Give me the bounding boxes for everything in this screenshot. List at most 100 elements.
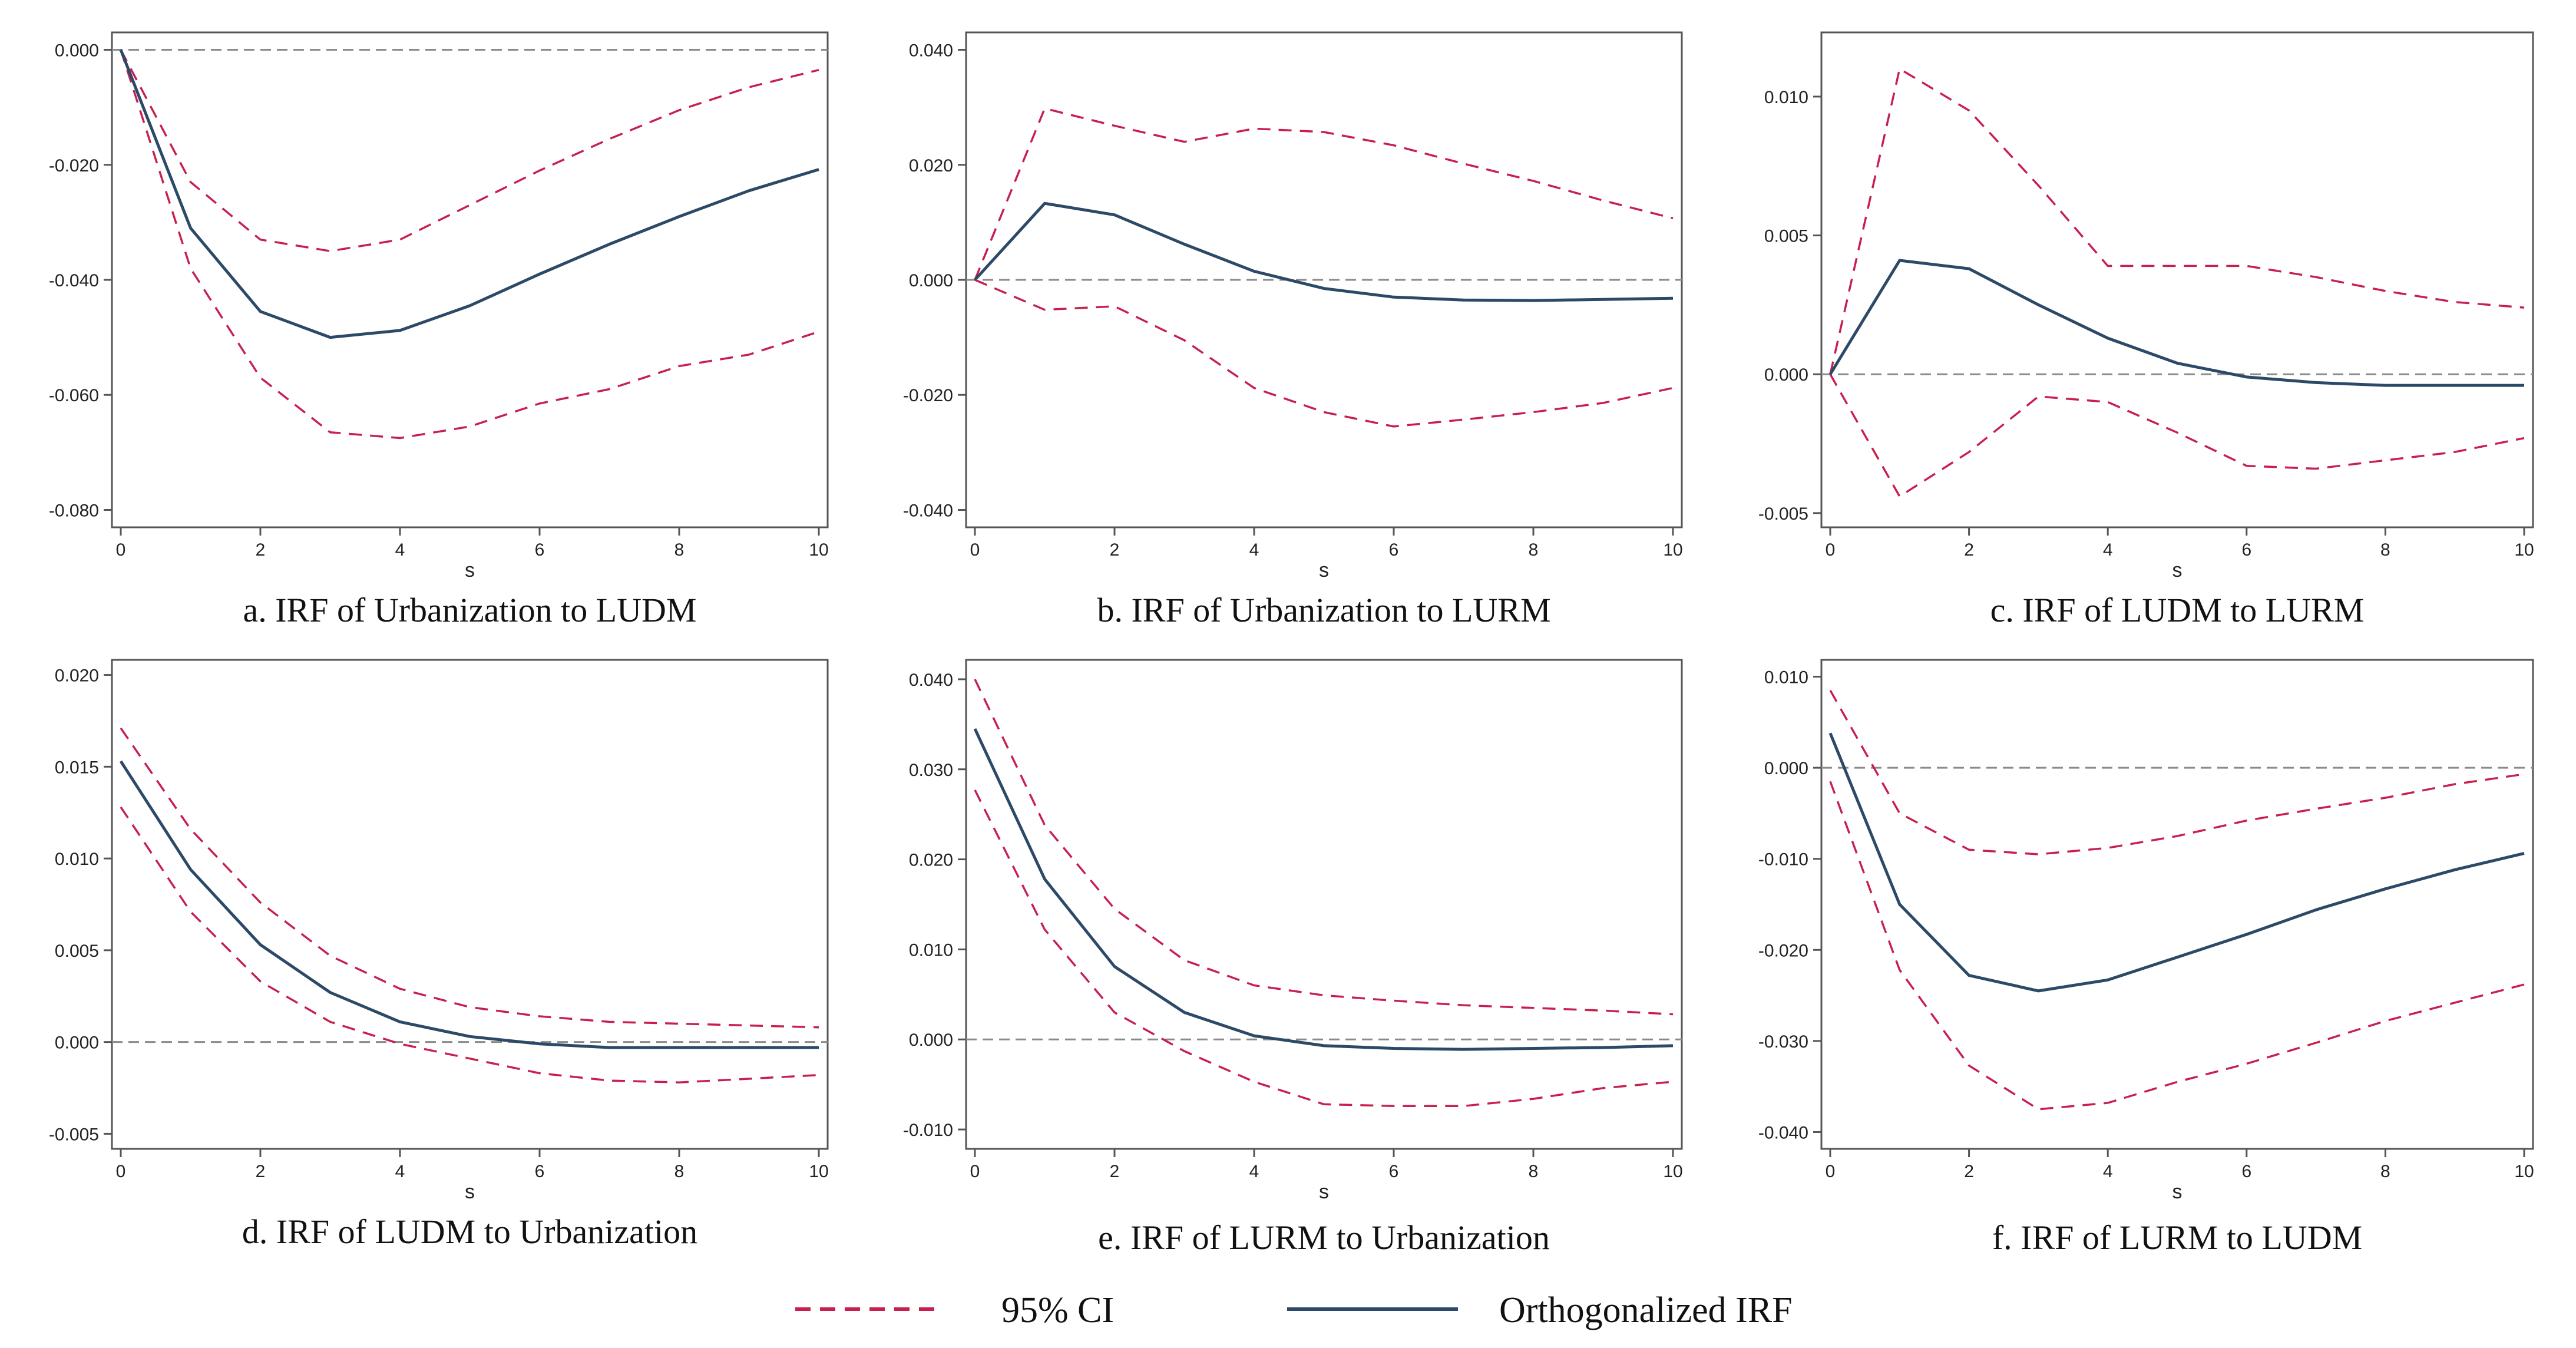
panel-b-ytick-label: 0.020 [909, 156, 953, 176]
panel-d-ytick-label: 0.005 [55, 941, 99, 961]
panel-a-ytick-label: -0.080 [49, 501, 99, 520]
panel-d-xtick-label: 10 [809, 1162, 828, 1181]
panel-b-xtick-label: 4 [1249, 540, 1259, 560]
panel-a-title: a. IRF of Urbanization to LUDM [243, 591, 697, 629]
panel-b-ytick-label: 0.000 [909, 271, 953, 290]
panel-c-irf-line [1828, 259, 2524, 387]
panel-c-xtick-label: 2 [1964, 540, 1974, 560]
panel-b-ytick-label: 0.040 [909, 41, 953, 61]
panel-a-xtick-label: 4 [395, 540, 405, 560]
panel-f-xlabel: s [2172, 1181, 2183, 1203]
panel-f-frame [1820, 659, 2534, 1150]
panel-e-irf-line [973, 728, 1674, 1051]
panel-c-ytick-label: 0.010 [1764, 88, 1808, 107]
panel-d-xtick-label: 8 [674, 1162, 684, 1181]
panel-a-ytick-label: 0.000 [55, 41, 99, 61]
panel-e: -0.010 0.000 0.010 0.020 0.030 0.040 0 2 4 6 8 10 se… [903, 659, 1683, 1257]
panel-a-ytick-label: -0.060 [49, 386, 99, 405]
panel-b-xtick-label: 2 [1110, 540, 1120, 560]
panel-e-frame [965, 659, 1683, 1150]
panel-a-ytick-label: -0.040 [49, 271, 99, 290]
panel-a-irf-line [119, 49, 819, 339]
panel-c-xtick-label: 4 [2103, 540, 2113, 560]
panel-f-xtick-label: 4 [2103, 1162, 2113, 1181]
panel-a-xtick-label: 6 [535, 540, 545, 560]
panel-a-xtick-label: 10 [809, 540, 828, 560]
panel-f: -0.040 -0.030 -0.020 -0.010 0.000 0.010 0 2 4 6 8 1… [1758, 659, 2534, 1257]
panel-e-xtick-label: 10 [1663, 1162, 1682, 1181]
panel-b-ytick-label: -0.020 [903, 386, 953, 405]
panel-c-ci-lower-line [1829, 374, 2525, 498]
legend-irf-label: Orthogonalized IRF [1499, 1290, 1793, 1330]
panel-e-xtick-label: 6 [1389, 1162, 1399, 1181]
panel-f-irf-line [1828, 732, 2525, 993]
panel-b-xtick-label: 0 [970, 540, 980, 560]
panel-d-ytick-label: -0.005 [49, 1125, 99, 1144]
panel-f-ytick-label: 0.010 [1764, 668, 1808, 688]
panel-b-xtick-label: 6 [1389, 540, 1399, 560]
panel-b-title: b. IRF of Urbanization to LURM [1097, 591, 1550, 629]
chart-panels: -0.080 -0.060 -0.040 -0.020 0.000 0 2 4 6 8 10 s a. … [49, 31, 2534, 1257]
panel-f-xtick-label: 6 [2241, 1162, 2251, 1181]
panel-d-xtick-label: 6 [535, 1162, 545, 1181]
panel-d-xlabel: s [465, 1181, 475, 1203]
panel-d-irf-line [119, 760, 819, 1049]
panel-a-ci-lower-line [120, 49, 819, 440]
panel-d-ci-lower-line [120, 806, 819, 1083]
panel-a-ci-upper-line [120, 49, 819, 252]
panel-a-xlabel: s [465, 559, 475, 582]
panel-f-ytick-label: -0.010 [1758, 850, 1808, 870]
panel-a-frame [111, 31, 829, 528]
panel-f-xtick-label: 2 [1964, 1162, 1974, 1181]
panel-c-xtick-label: 8 [2380, 540, 2390, 560]
panel-c-ci-upper-line [1829, 68, 2525, 375]
panel-d-frame [111, 659, 829, 1150]
panel-c-xtick-label: 6 [2241, 540, 2251, 560]
panel-e-xtick-label: 0 [970, 1162, 980, 1181]
panel-e-ytick-label: 0.030 [909, 761, 953, 780]
panel-f-ci-upper-line [1829, 689, 2525, 855]
panel-b-xlabel: s [1319, 559, 1329, 582]
panel-e-xlabel: s [1319, 1181, 1329, 1203]
panel-f-xtick-label: 10 [2514, 1162, 2534, 1181]
panel-d-title: d. IRF of LUDM to Urbanization [242, 1212, 697, 1251]
panel-a-ytick-label: -0.020 [49, 156, 99, 176]
panel-f-title: f. IRF of LURM to LUDM [1992, 1218, 2362, 1257]
panel-c-ytick-label: -0.005 [1758, 504, 1808, 524]
panel-a-xtick-label: 2 [256, 540, 266, 560]
panel-f-xtick-label: 0 [1826, 1162, 1836, 1181]
panel-e-ytick-label: -0.010 [903, 1121, 953, 1140]
panel-c-ytick-label: 0.005 [1764, 227, 1808, 246]
panel-d-ytick-label: 0.000 [55, 1033, 99, 1053]
panel-e-ytick-label: 0.020 [909, 851, 953, 870]
panel-b-ci-upper-line [974, 107, 1674, 280]
panel-d-ci-upper-line [120, 727, 819, 1029]
panel-b-irf-line [974, 201, 1674, 302]
panel-b-ci-lower-line [974, 279, 1674, 428]
panel-e-title: e. IRF of LURM to Urbanization [1098, 1218, 1550, 1257]
panel-c-ytick-label: 0.000 [1764, 365, 1808, 385]
panel-c: -0.005 0.000 0.005 0.010 0 2 4 6 8 10 s c. IRF of L… [1758, 31, 2534, 629]
panel-b: -0.040 -0.020 0.000 0.020 0.040 0 2 4 6 8 10 s b. IR… [903, 31, 1683, 629]
panel-e-xtick-label: 4 [1249, 1162, 1259, 1181]
panel-d-xtick-label: 0 [116, 1162, 126, 1181]
panel-f-ytick-label: -0.030 [1758, 1032, 1808, 1052]
panel-e-ci-lower-line [974, 789, 1674, 1108]
panel-a-xtick-label: 8 [674, 540, 684, 560]
panel-c-xtick-label: 10 [2514, 540, 2534, 560]
panel-b-xtick-label: 8 [1529, 540, 1539, 560]
panel-e-ytick-label: 0.000 [909, 1030, 953, 1050]
panel-b-xtick-label: 10 [1663, 540, 1682, 560]
panel-a-xtick-label: 0 [116, 540, 126, 560]
panel-c-title: c. IRF of LUDM to LURM [1990, 591, 2365, 629]
panel-f-ytick-label: 0.000 [1764, 759, 1808, 778]
panel-f-ytick-label: -0.040 [1758, 1123, 1808, 1142]
panel-d-xtick-label: 2 [256, 1162, 266, 1181]
panel-c-xlabel: s [2172, 559, 2183, 582]
legend: 95% CI Orthogonalized IRF [795, 1290, 1793, 1330]
panel-d-ytick-label: 0.015 [55, 758, 99, 777]
legend-ci-label: 95% CI [1001, 1290, 1114, 1330]
panel-a: -0.080 -0.060 -0.040 -0.020 0.000 0 2 4 6 8 10 s a. … [49, 31, 829, 629]
panel-e-ci-upper-line [974, 679, 1674, 1016]
